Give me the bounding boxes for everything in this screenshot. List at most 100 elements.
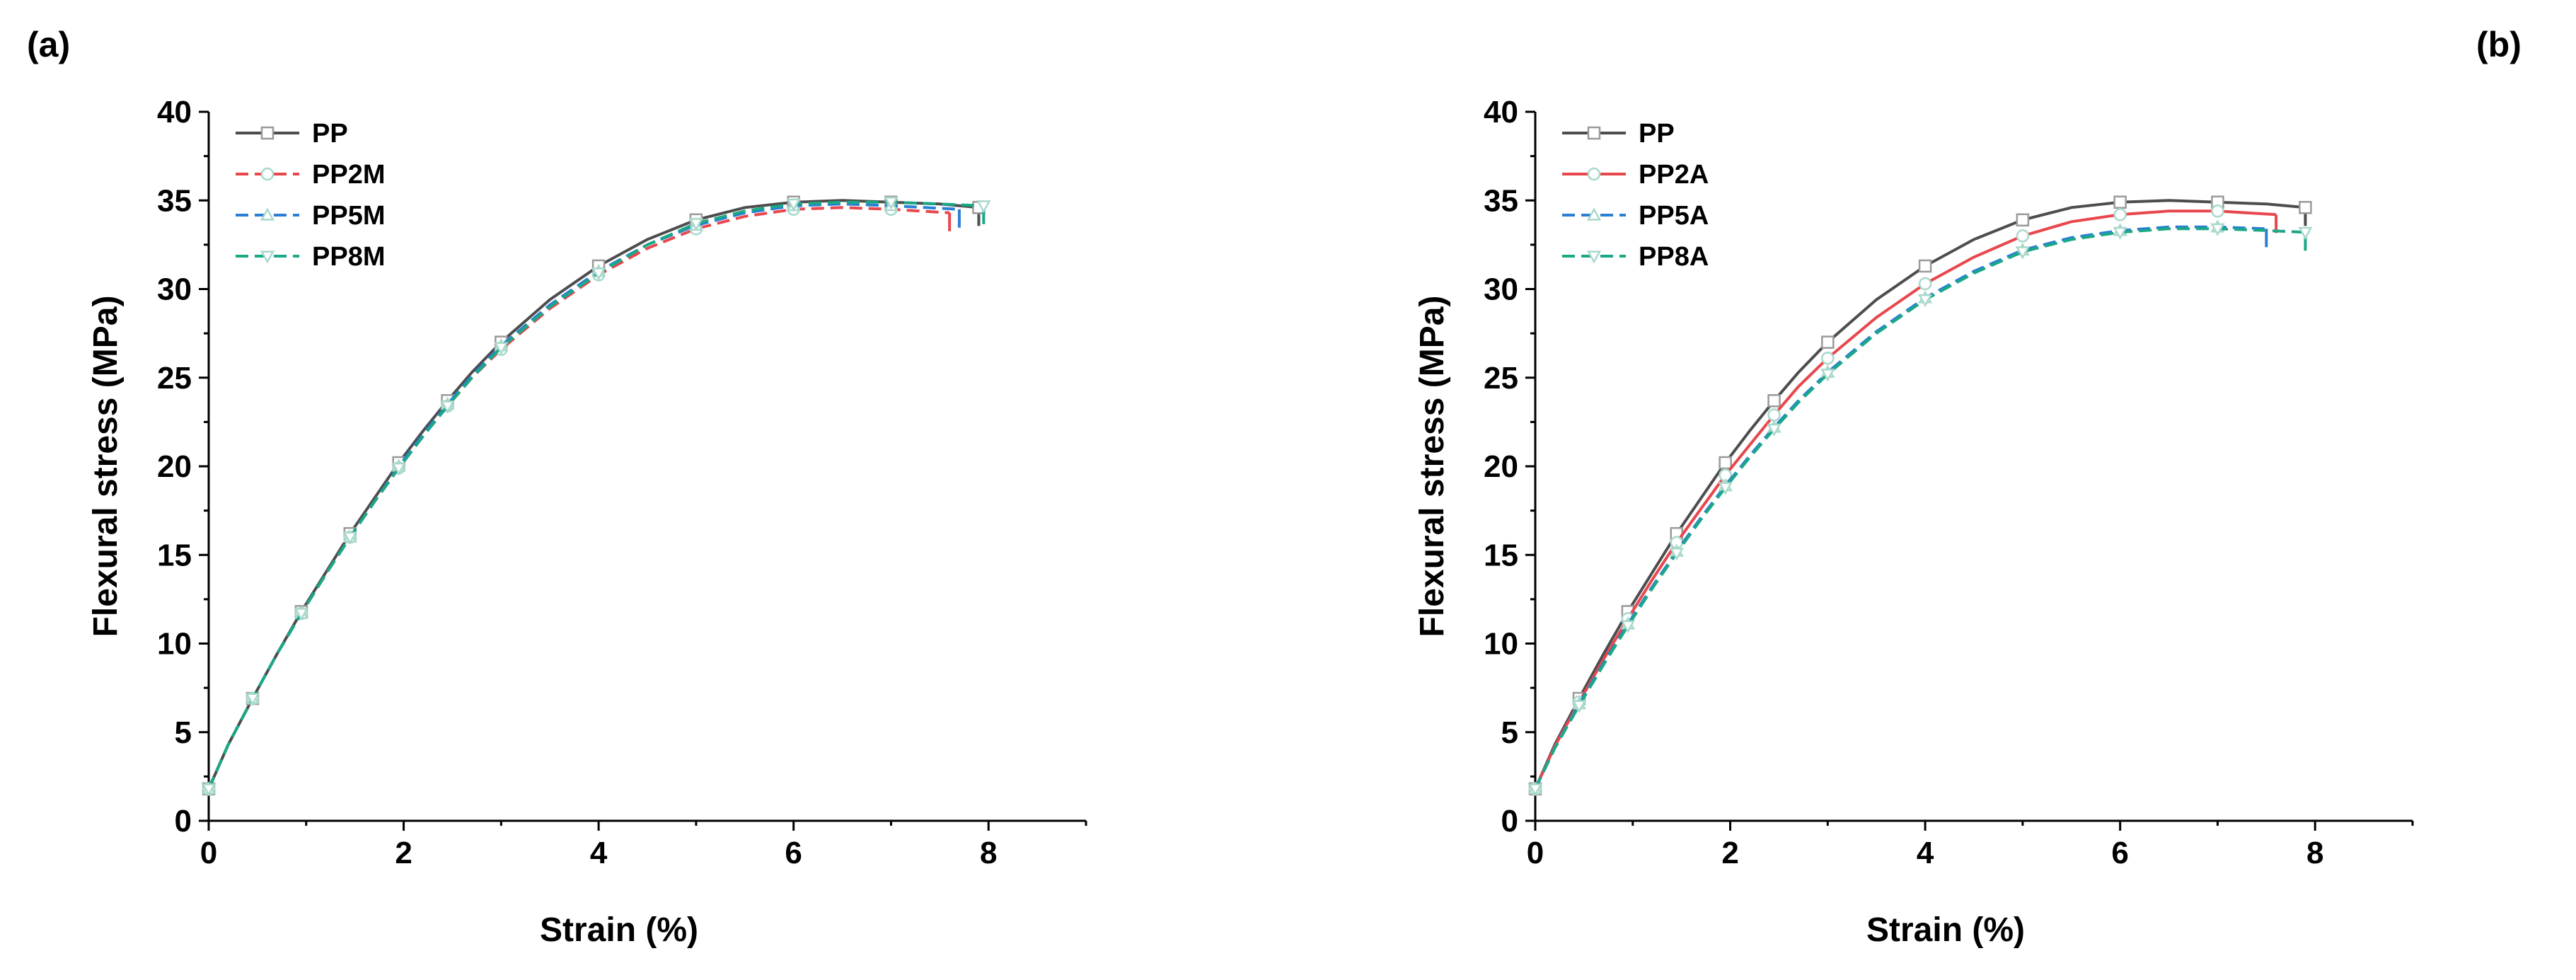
y-tick-label: 30 <box>157 272 192 307</box>
data-point-marker <box>2016 213 2030 227</box>
data-point-marker <box>2113 195 2127 209</box>
y-tick-label: 10 <box>157 627 192 662</box>
data-point-marker <box>1821 335 1835 349</box>
data-point-marker <box>1587 167 1601 181</box>
data-point-marker <box>2210 223 2225 236</box>
chart-panel-b: (b) 0 5 10 15 20 25 30 35 40 0 2 4 6 8 PP PP2A PP5A PP8A… <box>1414 25 2522 949</box>
data-point-marker <box>201 783 216 797</box>
data-point-marker <box>342 531 357 545</box>
y-tick-label: 20 <box>1484 449 1518 484</box>
data-point-marker <box>2299 201 2312 214</box>
legend-label-pp8a: PP8A <box>1639 242 1709 272</box>
y-axis-title-a: Flexural stress (MPa) <box>87 296 125 638</box>
data-point-marker <box>1918 259 1932 273</box>
data-point-marker <box>1527 783 1543 797</box>
y-tick-label: 15 <box>157 538 192 572</box>
data-point-marker <box>440 400 455 414</box>
x-tick-label: 2 <box>395 836 412 870</box>
series-line-pp <box>1534 199 2306 790</box>
series-line-pp2a <box>1534 209 2277 790</box>
data-point-marker <box>2113 226 2127 240</box>
series-line-pp5a <box>1534 225 2267 790</box>
axes-b: 0 5 10 15 20 25 30 35 40 0 2 4 6 8 <box>1484 95 2414 870</box>
chart-panel-a: (a) 0 5 10 15 20 25 30 35 40 0 2 4 6 8 PP PP2M PP5M PP8M… <box>27 25 1087 949</box>
data-point-marker <box>1918 277 1932 291</box>
y-tick-label: 35 <box>157 183 192 218</box>
y-tick-label: 5 <box>1501 715 1518 750</box>
data-point-marker <box>1821 351 1835 365</box>
y-tick-label: 0 <box>1501 804 1518 838</box>
data-point-marker <box>976 200 991 214</box>
x-tick-label: 4 <box>1917 836 1934 870</box>
data-point-marker <box>1669 548 1684 561</box>
data-point-marker <box>884 197 899 210</box>
series-line-pp5m <box>207 202 960 790</box>
data-point-marker <box>1767 423 1781 437</box>
data-point-marker <box>2016 229 2030 243</box>
data-point-marker <box>591 267 606 281</box>
axes-a: 0 5 10 15 20 25 30 35 40 0 2 4 6 8 <box>157 95 1087 870</box>
x-tick-label: 6 <box>2111 836 2128 870</box>
data-point-marker <box>1767 394 1781 408</box>
x-tick-label: 4 <box>590 836 608 870</box>
data-point-marker <box>2015 246 2031 260</box>
legend-label-pp8m: PP8M <box>312 242 385 272</box>
data-point-marker <box>1620 620 1636 634</box>
data-point-marker <box>1719 456 1732 470</box>
y-axis-title-b: Flexural stress (MPa) <box>1414 296 1451 638</box>
y-tick-label: 35 <box>1484 183 1518 218</box>
data-point-marker <box>1586 207 1602 221</box>
data-point-marker <box>260 167 275 181</box>
data-point-marker <box>1767 408 1781 422</box>
legend-label-pp5a: PP5A <box>1639 201 1709 231</box>
y-tick-label: 15 <box>1484 538 1518 572</box>
y-tick-label: 0 <box>175 804 192 838</box>
y-tick-label: 25 <box>157 361 192 396</box>
data-point-marker <box>688 218 704 231</box>
data-point-marker <box>786 198 801 212</box>
legend-b: PP PP2A PP5A PP8A <box>1562 119 1709 272</box>
series-line-pp2m <box>207 206 950 790</box>
data-point-marker <box>391 462 406 476</box>
plot-area-a <box>201 195 991 797</box>
series-line-pp8m <box>207 200 984 790</box>
legend-label-pp: PP <box>1639 119 1675 149</box>
x-tick-label: 0 <box>1527 836 1544 870</box>
y-tick-label: 5 <box>175 715 192 750</box>
x-tick-label: 8 <box>980 836 997 870</box>
legend-label-pp2a: PP2A <box>1639 160 1709 190</box>
data-point-marker <box>294 608 309 621</box>
legend-label-pp: PP <box>312 119 348 149</box>
data-point-marker <box>245 693 260 706</box>
y-tick-label: 30 <box>1484 272 1518 307</box>
x-tick-label: 6 <box>785 836 802 870</box>
data-point-marker <box>1917 294 1933 308</box>
x-tick-label: 2 <box>1721 836 1738 870</box>
data-point-marker <box>1820 369 1835 382</box>
data-point-marker <box>1587 126 1601 140</box>
x-axis-title-b: Strain (%) <box>1866 911 2025 949</box>
data-point-marker <box>260 250 275 264</box>
x-axis-title-a: Strain (%) <box>540 911 698 949</box>
series-line-pp <box>207 199 979 790</box>
data-point-marker <box>1586 250 1602 264</box>
y-tick-label: 40 <box>1484 95 1518 129</box>
series-line-pp8a <box>1534 227 2306 790</box>
x-tick-label: 8 <box>2306 836 2323 870</box>
data-point-marker <box>2211 204 2224 218</box>
y-tick-label: 40 <box>157 95 192 129</box>
y-tick-label: 25 <box>1484 361 1518 396</box>
y-tick-label: 20 <box>157 449 192 484</box>
legend-label-pp2m: PP2M <box>312 160 385 190</box>
y-tick-label: 10 <box>1484 627 1518 662</box>
data-point-marker <box>1571 700 1587 713</box>
plot-area-b <box>1527 195 2313 797</box>
data-point-marker <box>494 342 509 355</box>
data-point-marker <box>2113 208 2127 221</box>
x-tick-label: 0 <box>200 836 217 870</box>
data-point-marker <box>260 126 275 140</box>
data-point-marker <box>260 207 275 221</box>
legend-a: PP PP2M PP5M PP8M <box>236 119 385 272</box>
data-point-marker <box>1718 482 1733 495</box>
